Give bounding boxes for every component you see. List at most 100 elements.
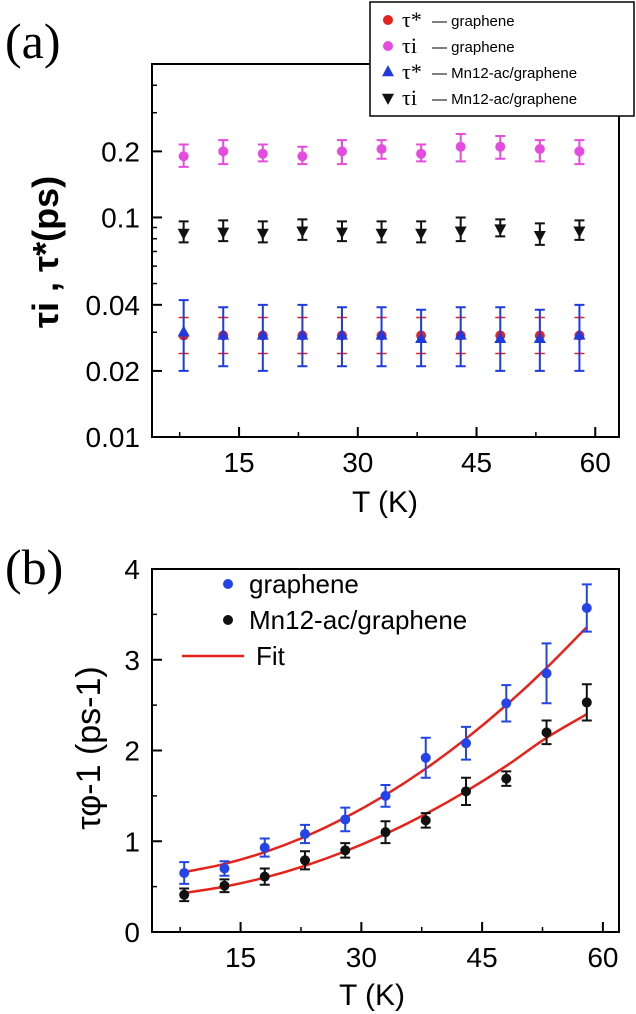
panel-b-data-point	[299, 855, 310, 866]
panel-a-x-tick-label: 15	[223, 447, 254, 478]
panel-b-data-point	[259, 842, 270, 853]
panel-b-data-point	[420, 752, 431, 763]
panel-a-data-point	[217, 227, 230, 239]
panel-a-data-point	[297, 151, 308, 162]
panel-a-data-point	[574, 146, 585, 157]
panel-a-legend-symbol: τ*	[402, 7, 422, 32]
panel-a-data-point	[375, 328, 388, 340]
panel-b-data-point	[420, 815, 431, 826]
panel-b-y-tick-label: 3	[124, 645, 140, 676]
panel-a-data-point	[455, 141, 466, 152]
panel-a-y-tick-label: 0.04	[86, 290, 141, 321]
panel-a-data-point	[415, 228, 428, 240]
panel-a-data-point	[573, 226, 586, 238]
panel-b-x-axis-label: T (K)	[339, 979, 405, 1012]
panel-a-legend-marker	[383, 15, 393, 25]
panel-a-legend-marker	[383, 41, 393, 51]
panel-a-legend-symbol: τi	[402, 85, 417, 110]
panel-b-data-point	[461, 786, 472, 797]
panel-b-legend-marker	[223, 615, 233, 625]
panel-a-y-tick-label: 0.2	[101, 136, 140, 167]
panel-a-x-tick-label: 60	[580, 447, 611, 478]
panel-a-legend-symbol: τ*	[402, 59, 422, 84]
panel-a-data-point	[415, 331, 428, 344]
panel-a-data-point	[296, 328, 309, 340]
panel-b-data-point	[179, 868, 190, 879]
panel-a-data-point	[494, 224, 507, 236]
panel-b-x-tick-label: 30	[346, 942, 377, 973]
panel-b-y-tick-label: 1	[124, 826, 140, 857]
panel-a-y-tick-label: 0.01	[86, 422, 141, 453]
panel-b-y-ticks: 0 1 2 3 4	[124, 554, 162, 948]
panel-a-data-point	[178, 151, 189, 162]
panel-b: (b) 15 30 45 60 0 1 2 3 4 T (K) τφ-1 (ps-1) gra…	[5, 539, 620, 1012]
panel-a-data-point	[296, 226, 309, 238]
panel-a-series-3	[177, 216, 586, 246]
panel-a-data-point	[454, 328, 467, 340]
panel-b-data-point	[219, 880, 230, 891]
panel-a-label: (a)	[5, 13, 61, 69]
panel-b-legend-fit-text: Fit	[256, 641, 286, 671]
panel-a-data-point	[495, 141, 506, 152]
panel-b-series-1	[179, 683, 592, 903]
panel-b-data-point	[380, 827, 391, 838]
panel-a-y-tick-label: 0.02	[86, 356, 141, 387]
panel-b-x-tick-label: 60	[587, 942, 618, 973]
panel-b-data-point	[259, 871, 270, 882]
panel-a-data-point	[573, 328, 586, 340]
panel-a-legend-text: — graphene	[432, 13, 515, 30]
panel-b-data-point	[501, 698, 512, 709]
panel-a-x-axis-label: T (K)	[352, 486, 418, 519]
panel-a-data-point	[375, 228, 388, 240]
panel-b-label: (b)	[5, 539, 63, 595]
panel-a-series-2	[177, 299, 586, 372]
panel-a-marks	[177, 132, 586, 372]
panel-b-data-point	[541, 668, 552, 679]
panel-a-data-point	[256, 328, 269, 340]
panel-a-y-ticks: 0.01 0.02 0.04 0.1 0.2	[86, 84, 162, 453]
panel-b-data-point	[299, 828, 310, 839]
panel-a-data-point	[335, 328, 348, 340]
panel-b-legend-text: graphene	[249, 569, 359, 599]
panel-a-legend-marker	[382, 93, 394, 105]
panel-a-legend-marker	[382, 65, 394, 77]
panel-a-data-point	[533, 331, 546, 344]
panel-a-data-point	[177, 228, 190, 240]
panel-b-data-point	[501, 773, 512, 784]
panel-b-y-tick-label: 2	[124, 736, 140, 767]
panel-a-y-tick-label: 0.1	[101, 202, 140, 233]
panel-a-data-point	[217, 328, 230, 340]
panel-b-x-tick-label: 45	[467, 942, 498, 973]
panel-a-data-point	[256, 228, 269, 240]
panel-b-y-axis-label: τφ-1 (ps-1)	[70, 666, 108, 829]
panel-a-x-tick-label: 30	[342, 447, 373, 478]
panel-a-data-point	[533, 231, 546, 243]
panel-a-series-1	[178, 132, 585, 168]
panel-a-data-point	[376, 144, 387, 155]
panel-a-data-point	[335, 227, 348, 239]
panel-b-marks	[179, 583, 592, 903]
panel-a-x-tick-label: 45	[461, 447, 492, 478]
panel-a-plot-frame	[151, 63, 620, 438]
panel-b-legend: graphene Mn12-ac/graphene Fit	[182, 569, 467, 671]
panel-a-legend-text: — graphene	[432, 39, 515, 56]
panel-a-data-point	[494, 331, 507, 344]
panel-a-data-point	[218, 146, 229, 157]
panel-a-data-point	[177, 325, 190, 337]
panel-a-data-point	[257, 148, 268, 159]
panel-b-y-tick-label: 0	[124, 917, 140, 948]
panel-b-y-tick-label: 4	[124, 554, 140, 585]
panel-b-x-tick-label: 15	[225, 942, 256, 973]
panel-a-data-point	[336, 146, 347, 157]
panel-a-legend-box	[369, 1, 635, 117]
panel-b-data-point	[461, 738, 472, 749]
panel-b-data-point	[219, 863, 230, 874]
panel-a: (a) 15 30 45 60 0.01 0.02 0.04 0.1 0.2 T (K) τi…	[5, 1, 635, 519]
panel-b-legend-text: Mn12-ac/graphene	[249, 605, 467, 635]
panel-b-data-point	[541, 727, 552, 738]
panel-b-series-0	[179, 583, 592, 885]
panel-b-data-point	[340, 845, 351, 856]
panel-b-data-point	[581, 697, 592, 708]
panel-b-data-point	[581, 603, 592, 614]
